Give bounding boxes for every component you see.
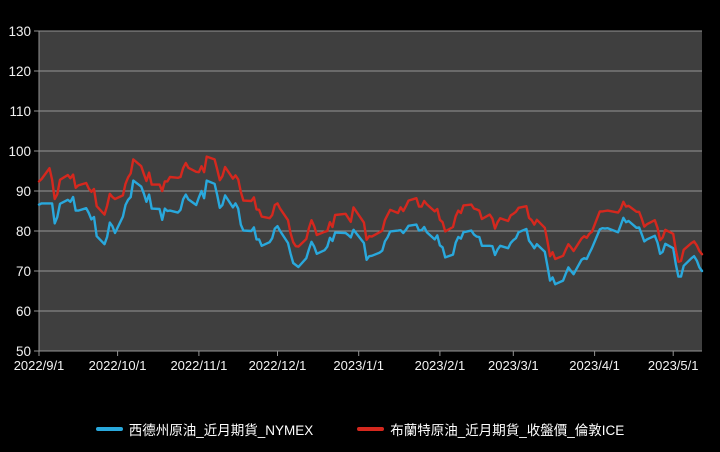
wti-line-swatch	[95, 427, 123, 431]
x-tick-label: 2022/12/1	[249, 358, 307, 373]
wti-series-line	[37, 179, 704, 286]
wti-legend-label: 西德州原油_近月期貨_NYMEX	[128, 423, 314, 438]
y-tick-label: 120	[8, 64, 31, 79]
brent-line-swatch	[357, 427, 385, 431]
y-tick-label: 70	[16, 264, 31, 279]
brent-series-line	[37, 155, 704, 263]
x-tick-label: 2023/5/1	[648, 358, 699, 373]
x-tick-label: 2023/2/1	[415, 358, 466, 373]
x-tick-label: 2023/3/1	[488, 358, 539, 373]
y-tick-label: 80	[16, 224, 31, 239]
x-tick-label: 2023/1/1	[333, 358, 384, 373]
x-tick-label: 2022/9/1	[14, 358, 65, 373]
y-tick-label: 100	[8, 144, 31, 159]
y-tick-label: 130	[8, 24, 31, 39]
legend-item-wti: 西德州原油_近月期貨_NYMEX	[95, 419, 314, 439]
legend-item-brent: 布蘭特原油_近月期貨_收盤價_倫敦ICE	[357, 419, 624, 439]
y-tick-label: 50	[16, 344, 31, 359]
x-tick-label: 2022/11/1	[170, 358, 227, 373]
chart-legend: 西德州原油_近月期貨_NYMEX 布蘭特原油_近月期貨_收盤價_倫敦ICE	[0, 419, 720, 439]
brent-legend-label: 布蘭特原油_近月期貨_收盤價_倫敦ICE	[390, 423, 625, 438]
y-tick-label: 60	[16, 304, 31, 319]
y-tick-label: 90	[16, 184, 31, 199]
y-tick-label: 110	[9, 104, 31, 119]
x-tick-label: 2023/4/1	[569, 358, 620, 373]
x-tick-label: 2022/10/1	[89, 358, 147, 373]
